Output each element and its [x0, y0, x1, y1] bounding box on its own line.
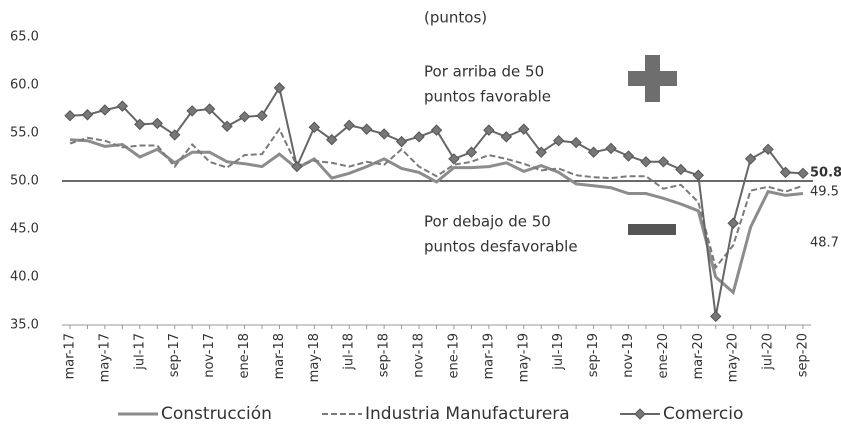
x-tick-label: sep-17	[167, 333, 182, 377]
marker	[465, 146, 478, 158]
y-tick-label: 35.0	[10, 318, 39, 333]
marker	[744, 153, 757, 165]
marker	[308, 121, 321, 133]
annotation: Por debajo de 50	[424, 213, 551, 231]
marker	[675, 163, 687, 176]
end-label: 49.5	[810, 185, 839, 200]
y-tick-label: 45.0	[10, 222, 39, 237]
marker	[622, 150, 635, 162]
y-tick-label: 40.0	[10, 270, 39, 285]
x-tick-label: may-19	[516, 333, 531, 382]
x-tick-label: jul-20	[761, 333, 776, 371]
x-tick-label: ene-18	[237, 333, 252, 378]
x-tick-label: mar-19	[481, 333, 496, 379]
marker	[291, 160, 303, 173]
marker	[378, 128, 390, 140]
x-tick-label: mar-20	[691, 333, 706, 379]
plus-icon	[645, 55, 660, 102]
marker	[692, 169, 704, 181]
annotation: puntos desfavorable	[424, 238, 578, 256]
y-tick-label: 55.0	[10, 126, 39, 141]
marker	[535, 146, 547, 158]
marker	[727, 217, 739, 229]
marker	[186, 105, 198, 117]
marker	[797, 167, 809, 180]
x-tick-label: mar-18	[272, 333, 287, 379]
x-tick-label: jul-19	[551, 333, 566, 371]
legend-label: Comercio	[663, 404, 743, 424]
series-line	[69, 138, 804, 296]
x-tick-label: may-18	[307, 333, 322, 382]
x-tick-label: sep-20	[796, 333, 811, 377]
marker	[552, 134, 565, 147]
x-tick-label: nov-19	[621, 333, 636, 378]
marker	[640, 156, 652, 168]
series	[69, 138, 804, 296]
marker	[81, 109, 94, 121]
x-tick-label: ene-20	[656, 333, 671, 378]
legend-marker	[634, 408, 646, 420]
marker	[343, 119, 355, 132]
marker	[64, 110, 76, 122]
marker	[587, 146, 600, 158]
marker	[448, 153, 460, 165]
marker	[605, 142, 617, 155]
marker	[134, 118, 146, 131]
marker	[657, 156, 670, 168]
marker	[762, 143, 774, 156]
marker	[273, 82, 286, 94]
series	[64, 82, 809, 323]
series-line	[69, 127, 804, 270]
y-tick-label: 50.0	[10, 174, 39, 189]
marker	[413, 131, 425, 143]
annotation: (puntos)	[424, 9, 487, 27]
y-tick-label: 65.0	[10, 30, 39, 45]
marker	[500, 131, 513, 143]
marker	[203, 103, 216, 115]
end-label: 48.7	[810, 236, 839, 251]
marker	[360, 123, 373, 135]
marker	[238, 110, 251, 123]
marker	[99, 104, 111, 116]
x-tick-label: nov-18	[412, 333, 427, 378]
x-tick-label: sep-18	[377, 333, 392, 377]
end-label: 50.8	[810, 166, 841, 181]
marker	[151, 117, 163, 130]
marker	[430, 124, 443, 136]
series	[69, 127, 804, 270]
marker	[570, 136, 582, 149]
legend-label: Construcción	[161, 404, 272, 424]
x-tick-label: jul-18	[342, 333, 357, 371]
legend-label: Industria Manufacturera	[365, 404, 570, 424]
marker	[483, 124, 495, 136]
x-tick-label: jul-17	[132, 333, 147, 371]
marker	[116, 100, 129, 112]
y-tick-label: 60.0	[10, 78, 39, 93]
x-tick-label: mar-17	[63, 333, 78, 379]
marker	[169, 129, 181, 141]
marker	[518, 123, 530, 135]
annotation: Por arriba de 50	[424, 63, 544, 81]
series-line	[69, 85, 804, 317]
x-tick-label: nov-17	[202, 333, 217, 378]
x-tick-label: may-17	[97, 333, 112, 382]
marker	[779, 166, 792, 179]
x-tick-label: ene-19	[446, 333, 461, 378]
marker	[326, 134, 338, 146]
marker	[395, 135, 408, 148]
marker	[256, 110, 268, 122]
x-tick-label: sep-19	[586, 333, 601, 377]
annotation: puntos favorable	[424, 88, 551, 106]
x-tick-label: may-20	[726, 333, 741, 382]
marker	[221, 120, 233, 132]
minus-icon	[628, 224, 676, 235]
marker	[710, 310, 722, 323]
